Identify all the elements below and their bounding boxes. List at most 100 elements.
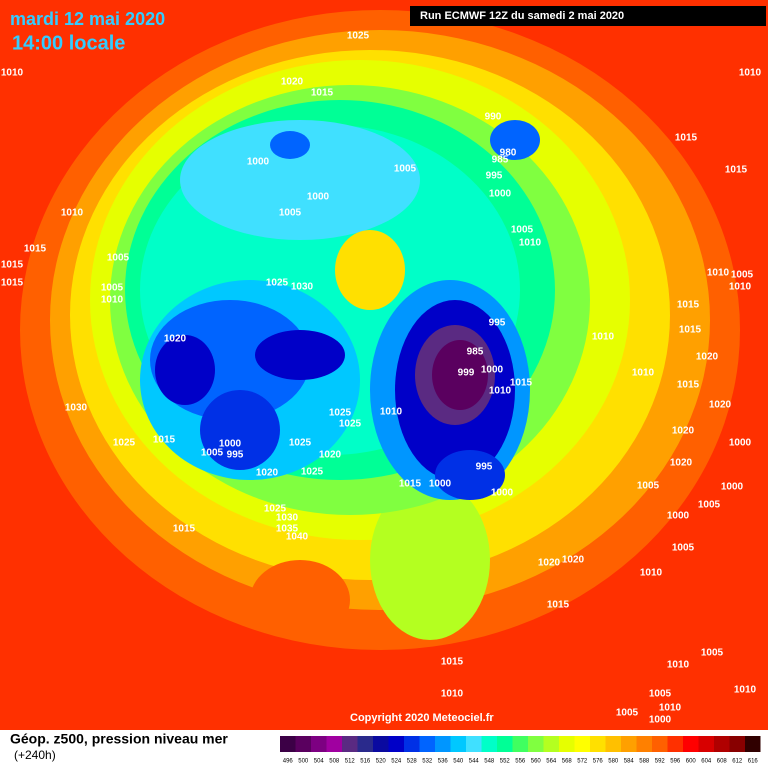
isobar-label: 1015 (173, 524, 196, 535)
isobar-label: 1015 (399, 479, 422, 490)
colorbar-label: 604 (701, 759, 712, 765)
colorbar-swatch (543, 736, 559, 752)
isobar-label: 1020 (670, 458, 693, 469)
isobar-label: 1025 (329, 408, 352, 419)
colorbar-swatch (714, 736, 730, 752)
colorbar-swatch (652, 736, 668, 752)
colorbar-label: 592 (655, 759, 666, 765)
colorbar-swatch (357, 736, 373, 752)
isobar-label: 1020 (562, 555, 585, 566)
isobar-label: 1020 (281, 77, 304, 88)
run-box (410, 6, 766, 26)
legend-lead: (+240h) (14, 748, 56, 762)
colorbar: 496 500 504 508 512 516 520 524 528 532 536 540 544 5… (280, 736, 761, 765)
isobar-label: 1015 (1, 260, 24, 271)
isobar-label: 1025 (339, 419, 362, 430)
isobar-label: 995 (486, 171, 503, 182)
isobar-label: 1015 (675, 133, 698, 144)
date-label: mardi 12 mai 2020 (10, 9, 165, 29)
isobar-label: 1030 (65, 403, 88, 414)
colorbar-label: 608 (717, 759, 728, 765)
isobar-label: 1030 (276, 513, 299, 524)
isobar-label: 1015 (679, 325, 702, 336)
isobar-label: 980 (500, 148, 517, 159)
isobar-label: 1000 (721, 482, 744, 493)
isobar-label: 995 (476, 462, 493, 473)
colorbar-label: 560 (531, 759, 542, 765)
isobar-label: 990 (485, 112, 502, 123)
colorbar-swatch (280, 736, 296, 752)
colorbar-label: 500 (298, 759, 309, 765)
isobar-label: 1000 (307, 192, 330, 203)
isobar-label: 1005 (511, 225, 534, 236)
legend-title: Géop. z500, pression niveau mer (10, 731, 228, 747)
colorbar-swatch (559, 736, 575, 752)
colorbar-label: 520 (376, 759, 387, 765)
colorbar-swatch (326, 736, 342, 752)
isobar-label: 1010 (729, 282, 752, 293)
colorbar-label: 556 (515, 759, 526, 765)
colorbar-swatch (481, 736, 497, 752)
colorbar-label: 540 (453, 759, 464, 765)
run-label: Run ECMWF 12Z du samedi 2 mai 2020 (420, 10, 624, 22)
colorbar-swatch (683, 736, 699, 752)
time-label: 14:00 locale (12, 32, 125, 54)
isobar-label: 1005 (731, 270, 754, 281)
colorbar-swatch (528, 736, 544, 752)
colorbar-label: 596 (670, 759, 681, 765)
colorbar-label: 532 (422, 759, 433, 765)
isobar-label: 1015 (725, 165, 748, 176)
colorbar-swatch (435, 736, 451, 752)
isobar-label: 1005 (637, 481, 660, 492)
isobar-label: 1010 (734, 685, 757, 696)
isobar-label: 1005 (672, 543, 695, 554)
isobar-label: 1025 (113, 438, 136, 449)
colorbar-swatch (636, 736, 652, 752)
isobar-label: 1010 (707, 268, 730, 279)
isobar-label: 995 (227, 450, 244, 461)
colorbar-label: 536 (438, 759, 449, 765)
isobar-label: 1015 (1, 278, 24, 289)
isobar-label: 1020 (538, 558, 561, 569)
colorbar-label: 584 (624, 759, 635, 765)
isobar-label: 1040 (286, 532, 309, 543)
colorbar-label: 528 (407, 759, 418, 765)
colorbar-label: 564 (546, 759, 557, 765)
isobar-label: 1000 (219, 439, 242, 450)
isobar-label: 1010 (667, 660, 690, 671)
colorbar-swatch (388, 736, 404, 752)
colorbar-label: 616 (748, 759, 759, 765)
isobar-label: 1005 (279, 208, 302, 219)
colorbar-label: 572 (577, 759, 588, 765)
colorbar-swatch (574, 736, 590, 752)
isobar-label: 985 (467, 347, 484, 358)
isobar-label: 999 (458, 368, 475, 379)
isobar-label: 1000 (481, 365, 504, 376)
colorbar-label: 600 (686, 759, 697, 765)
isobar-label: 1010 (380, 407, 403, 418)
isobar-label: 1020 (256, 468, 279, 479)
isobar-label: 995 (489, 318, 506, 329)
isobar-label: 1015 (24, 244, 47, 255)
isobar-label: 1025 (289, 438, 312, 449)
colorbar-swatch (512, 736, 528, 752)
isobar-label: 1005 (698, 500, 721, 511)
colorbar-swatch (698, 736, 714, 752)
isobar-label: 1015 (547, 600, 570, 611)
colorbar-label: 524 (391, 759, 402, 765)
colorbar-swatch (497, 736, 513, 752)
colorbar-label: 496 (283, 759, 294, 765)
colorbar-label: 568 (562, 759, 573, 765)
isobar-label: 1010 (61, 208, 84, 219)
colorbar-swatch (419, 736, 435, 752)
isobar-label: 1025 (301, 467, 324, 478)
isobar-label: 1020 (672, 426, 695, 437)
isobar-label: 1020 (696, 352, 719, 363)
isobar-label: 1000 (429, 479, 452, 490)
colorbar-label: 576 (593, 759, 604, 765)
isobar-label: 1020 (709, 400, 732, 411)
isobar-label: 1000 (729, 438, 752, 449)
isobar-label: 1005 (201, 448, 224, 459)
